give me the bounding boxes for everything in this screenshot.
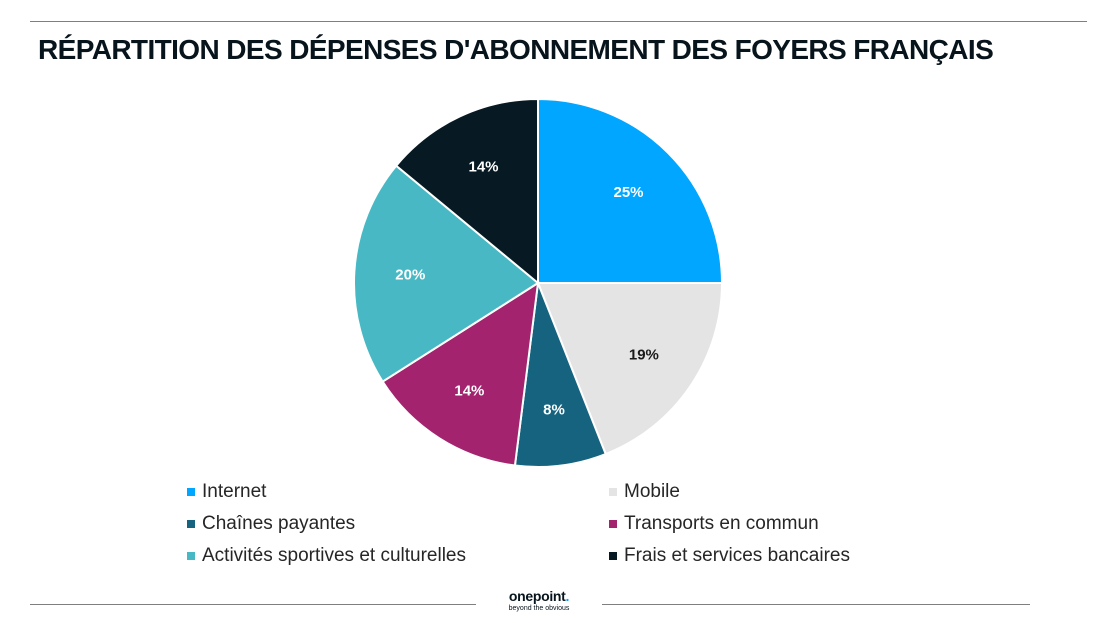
pie-slice-1 xyxy=(536,282,724,456)
legend-swatch xyxy=(187,488,195,496)
data-label-5: 14% xyxy=(468,159,498,176)
onepoint-logo: onepoint. beyond the obvious xyxy=(476,586,602,616)
pie-slice-0 xyxy=(537,97,724,284)
logo-wordmark: onepoint. xyxy=(508,588,570,604)
pie-slice-5 xyxy=(394,97,539,286)
legend-item-4: Activités sportives et culturelles xyxy=(187,544,466,568)
logo-tagline: beyond the obvious xyxy=(508,605,570,612)
legend-swatch xyxy=(187,552,195,560)
top-divider xyxy=(30,21,1087,22)
data-label-0: 25% xyxy=(613,184,643,201)
legend-item-5: Frais et services bancaires xyxy=(609,544,850,568)
legend-item-0: Internet xyxy=(187,480,266,504)
pie-slice-3 xyxy=(381,281,540,467)
pie-slice-4 xyxy=(353,164,540,383)
legend-item-2: Chaînes payantes xyxy=(187,512,355,536)
data-label-1: 19% xyxy=(629,346,659,363)
legend-swatch xyxy=(609,552,617,560)
legend-swatch xyxy=(609,488,617,496)
chart-title: RÉPARTITION DES DÉPENSES D'ABONNEMENT DE… xyxy=(38,34,994,65)
data-label-3: 14% xyxy=(454,383,484,400)
legend-label: Frais et services bancaires xyxy=(624,545,850,566)
legend-label: Mobile xyxy=(624,481,680,502)
legend-label: Transports en commun xyxy=(624,513,819,534)
pie-slice-2 xyxy=(513,282,608,468)
legend-swatch xyxy=(609,520,617,528)
legend-swatch xyxy=(187,520,195,528)
legend-item-1: Mobile xyxy=(609,480,680,504)
legend-label: Activités sportives et culturelles xyxy=(202,545,466,566)
legend-label: Internet xyxy=(202,481,267,502)
data-label-2: 8% xyxy=(543,402,565,419)
legend-label: Chaînes payantes xyxy=(202,513,356,534)
data-label-4: 20% xyxy=(395,267,425,284)
legend-item-3: Transports en commun xyxy=(609,512,819,536)
